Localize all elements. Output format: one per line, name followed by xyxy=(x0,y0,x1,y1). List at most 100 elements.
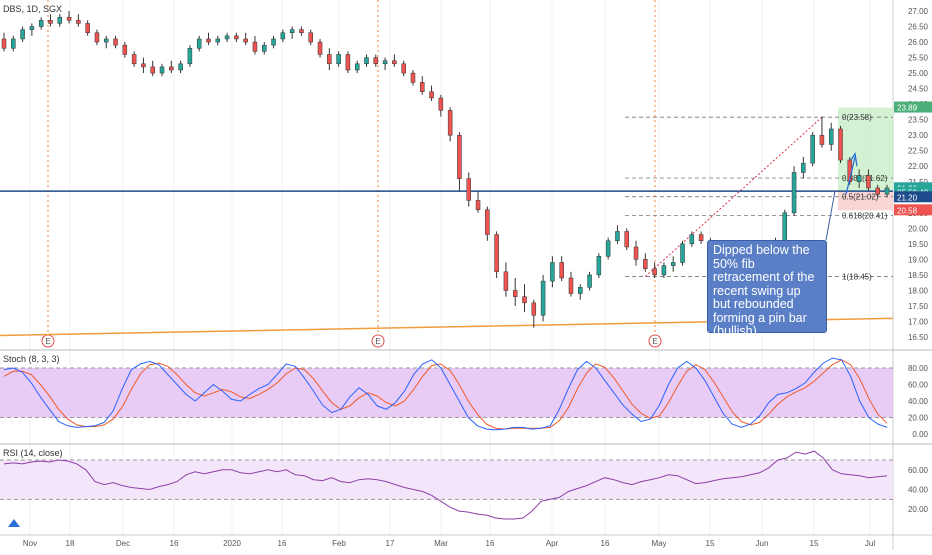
candle-body xyxy=(540,280,546,316)
price-tag-label: 23.89 xyxy=(897,104,918,113)
candle-body xyxy=(485,209,490,235)
price-tick-label: 24.50 xyxy=(908,85,929,94)
time-tick-label: 15 xyxy=(706,539,715,548)
stoch-tick-label: 0.00 xyxy=(912,430,928,439)
candle-body xyxy=(429,91,434,99)
candle-body xyxy=(615,231,620,242)
stop-zone xyxy=(838,191,893,211)
candle-body xyxy=(48,20,53,24)
candle-body xyxy=(103,38,109,43)
candle-body xyxy=(522,296,527,304)
candle-body xyxy=(299,29,304,33)
rsi-tick-label: 60.00 xyxy=(908,466,929,475)
tradingview-logo-icon xyxy=(8,519,20,527)
candle-body xyxy=(689,234,695,245)
price-tick-label: 22.00 xyxy=(908,162,929,171)
time-tick-label: Mar xyxy=(434,539,448,548)
price-tick-label: 18.50 xyxy=(908,271,929,280)
price-tick-label: 26.00 xyxy=(908,38,929,47)
candle-body xyxy=(345,54,351,71)
time-tick-label: Jun xyxy=(756,539,769,548)
rsi-tick-label: 20.00 xyxy=(908,505,929,514)
candle-body xyxy=(605,240,611,257)
candle-body xyxy=(661,265,667,276)
time-tick-label: Apr xyxy=(546,539,559,548)
candle-body xyxy=(643,259,648,269)
candle-body xyxy=(20,29,25,40)
candle-body xyxy=(57,16,63,24)
earnings-marker-icon xyxy=(371,334,385,348)
candle-body xyxy=(262,44,267,52)
time-tick-label: 2020 xyxy=(223,539,241,548)
candle-body xyxy=(782,212,788,242)
time-tick-label: Jul xyxy=(865,539,875,548)
candle-body xyxy=(373,57,379,65)
stoch-tick-label: 40.00 xyxy=(908,397,929,406)
candle-body xyxy=(680,243,685,263)
candle-body xyxy=(633,246,639,260)
stoch-band xyxy=(0,368,893,418)
candle-body xyxy=(875,187,880,195)
candle-body xyxy=(252,41,258,52)
candle-body xyxy=(364,57,369,65)
candle-body xyxy=(466,178,471,201)
candle-body xyxy=(410,72,416,83)
candle-body xyxy=(131,54,137,65)
candle-body xyxy=(856,175,862,183)
rsi-tick-label: 40.00 xyxy=(908,486,929,495)
stoch-d-line xyxy=(3,359,888,430)
candle-body xyxy=(801,162,806,173)
price-tick-label: 25.00 xyxy=(908,69,929,78)
candle-body xyxy=(11,38,16,49)
candle-body xyxy=(578,287,583,294)
fib-level-label: 0.5(21.02) xyxy=(842,193,879,202)
candle-body xyxy=(76,20,81,24)
annotation-pointer xyxy=(825,190,836,241)
candle-body xyxy=(559,262,564,279)
candle-body xyxy=(224,35,230,40)
price-tag xyxy=(894,204,932,216)
time-tick-label: 16 xyxy=(601,539,610,548)
candle-body xyxy=(698,234,704,242)
time-tick-label: 16 xyxy=(278,539,287,548)
time-tick-label: 17 xyxy=(386,539,395,548)
price-tick-label: 19.00 xyxy=(908,255,929,264)
annotation-note[interactable]: Dipped below the 50% fib retracement of … xyxy=(707,240,827,338)
rsi-line xyxy=(3,450,888,520)
price-tick-label: 18.00 xyxy=(908,286,929,295)
fib-level-label: 0.382(21.62) xyxy=(842,174,888,183)
candle-body xyxy=(866,175,871,189)
candle-body xyxy=(624,231,629,248)
stoch-k-line xyxy=(3,357,888,431)
price-tag xyxy=(894,191,932,203)
stoch-tick-label: 20.00 xyxy=(908,414,929,423)
candle-body xyxy=(420,82,425,92)
candle-body xyxy=(447,110,453,136)
candle-body xyxy=(596,256,602,276)
candle-body xyxy=(289,29,295,33)
candle-body xyxy=(568,277,574,294)
earnings-marker-label: E xyxy=(375,337,380,346)
candle-body xyxy=(280,32,286,40)
fib-level-label: 1(18.45) xyxy=(842,272,872,281)
time-tick-label: 15 xyxy=(810,539,819,548)
candle-body xyxy=(317,41,323,55)
candle-body xyxy=(587,274,592,288)
stoch-label: Stoch (8, 3, 3) xyxy=(3,354,60,364)
candle-body xyxy=(438,97,444,111)
candle-body xyxy=(327,54,332,65)
candle-body xyxy=(234,35,239,40)
candle-body xyxy=(494,234,499,273)
candle-body xyxy=(85,23,90,33)
price-tag-label: 21.20 xyxy=(897,193,918,202)
candle-body xyxy=(29,26,35,30)
price-tick-label: 27.00 xyxy=(908,7,929,16)
candle-body xyxy=(243,38,248,43)
candle-body xyxy=(196,38,202,49)
candle-body xyxy=(122,44,128,55)
candle-body xyxy=(457,134,462,179)
stoch-tick-label: 60.00 xyxy=(908,381,929,390)
symbol-label: DBS, 1D, SGX xyxy=(3,4,62,14)
candle-body xyxy=(401,63,406,74)
